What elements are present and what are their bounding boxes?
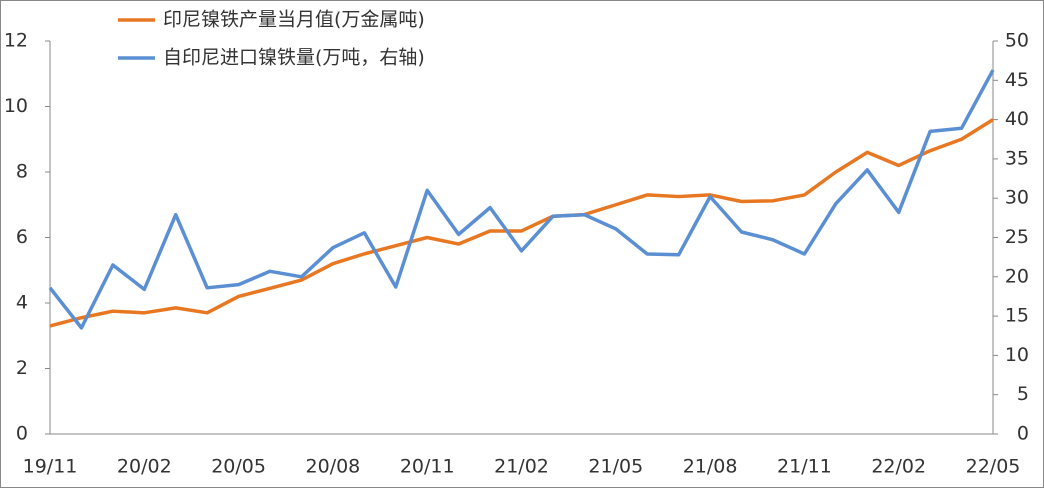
x-tick-label: 20/02 — [117, 456, 172, 478]
y2-tick-label: 50 — [1005, 30, 1029, 52]
y2-tick-label: 10 — [1005, 344, 1029, 366]
x-tick-label: 21/02 — [494, 456, 549, 478]
x-tick-label: 20/05 — [211, 456, 266, 478]
series-line — [49, 118, 994, 328]
y2-tick-label: 45 — [1005, 69, 1029, 91]
series-line — [48, 69, 995, 330]
x-tick-label: 20/11 — [400, 456, 455, 478]
y-tick-label: 0 — [16, 423, 28, 445]
x-tick-label: 22/02 — [871, 456, 926, 478]
y-tick-label: 12 — [4, 30, 28, 52]
y2-tick-label: 25 — [1005, 226, 1029, 248]
y2-tick-label: 5 — [1017, 383, 1029, 405]
y-tick-label: 10 — [4, 95, 28, 117]
x-tick-label: 20/08 — [306, 456, 361, 478]
y2-tick-label: 40 — [1005, 108, 1029, 130]
y-tick-label: 6 — [16, 226, 28, 248]
y-tick-label: 4 — [16, 292, 28, 314]
y-tick-label: 2 — [16, 357, 28, 379]
x-tick-label: 22/05 — [966, 456, 1021, 478]
y2-tick-label: 15 — [1005, 305, 1029, 327]
y2-tick-label: 35 — [1005, 147, 1029, 169]
y2-tick-label: 30 — [1005, 187, 1029, 209]
x-tick-label: 19/11 — [23, 456, 78, 478]
y2-tick-label: 0 — [1017, 423, 1029, 445]
legend-label: 印尼镍铁产量当月值(万金属吨) — [163, 9, 425, 31]
x-tick-label: 21/11 — [777, 456, 832, 478]
legend-label: 自印尼进口镍铁量(万吨，右轴) — [163, 47, 425, 69]
y-tick-label: 8 — [16, 161, 28, 183]
y2-tick-label: 20 — [1005, 265, 1029, 287]
x-tick-label: 21/05 — [588, 456, 643, 478]
x-tick-label: 21/08 — [683, 456, 738, 478]
